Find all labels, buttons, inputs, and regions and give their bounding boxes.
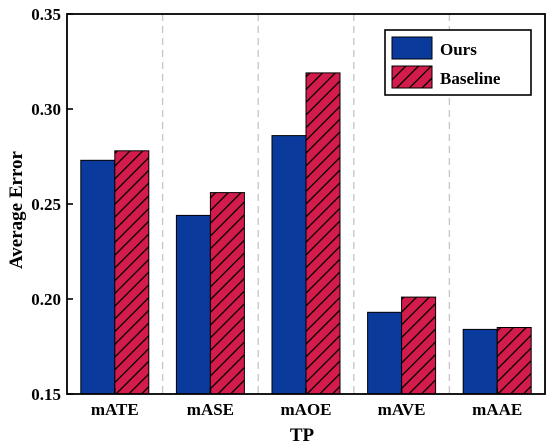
bar-baseline-maae (496, 327, 532, 395)
x-tick-label: mAVE (378, 400, 426, 419)
bars (80, 72, 532, 395)
ticks: 0.15 0.20 0.25 0.30 0.35 mATE mASE mAOE mAVE mAAE (31, 5, 522, 419)
x-tick-label: mATE (91, 400, 139, 419)
legend-swatch-ours (391, 36, 433, 60)
legend-label-baseline: Baseline (440, 69, 501, 88)
bar-ours-maae (462, 328, 498, 395)
y-tick-label: 0.20 (31, 290, 61, 309)
bar-baseline-mave (401, 296, 437, 395)
bar-baseline-mase (209, 192, 245, 395)
bar-baseline-mate (114, 150, 150, 395)
legend-label-ours: Ours (440, 40, 477, 59)
y-tick-label: 0.15 (31, 385, 61, 404)
legend-swatch-baseline (391, 65, 433, 89)
y-tick-label: 0.35 (31, 5, 61, 24)
y-axis-label: Average Error (6, 150, 27, 269)
y-tick-label: 0.30 (31, 100, 61, 119)
x-tick-label: mASE (187, 400, 234, 419)
bar-baseline-maoe (305, 72, 341, 395)
bar-ours-maoe (271, 135, 307, 395)
bar-ours-mave (367, 311, 403, 395)
y-tick-label: 0.25 (31, 195, 61, 214)
legend: Ours Baseline (384, 29, 532, 96)
bar-ours-mase (175, 214, 211, 395)
x-tick-label: mAAE (472, 400, 522, 419)
x-axis-label: TP (290, 425, 315, 446)
bar-ours-mate (80, 159, 116, 395)
x-tick-label: mAOE (281, 400, 332, 419)
